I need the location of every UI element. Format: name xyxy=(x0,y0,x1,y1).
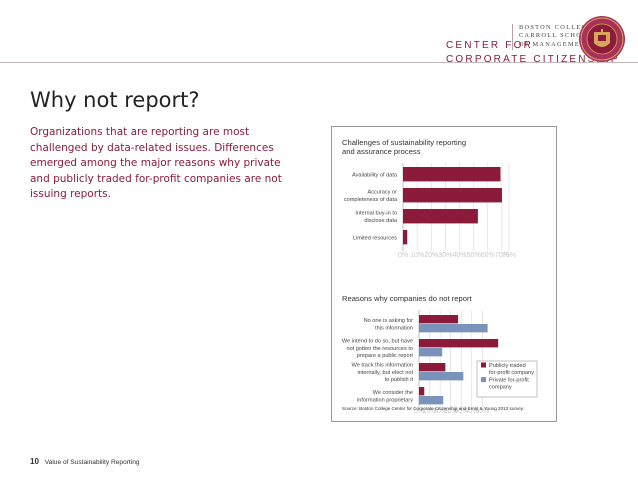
chart-reasons: Reasons why companies do not report 0%10%… xyxy=(342,294,538,415)
legend-box xyxy=(476,360,538,398)
tick-label: 0% xyxy=(398,252,408,259)
bar xyxy=(419,324,488,333)
intro-paragraph: Organizations that are reporting are mos… xyxy=(30,126,282,200)
tick-label: 10% xyxy=(423,408,437,415)
chart-title-line: and assurance process xyxy=(342,147,421,156)
bar xyxy=(419,372,464,381)
legend-label: Private for-profit xyxy=(489,378,529,384)
bar xyxy=(419,387,425,396)
charts-panel: Challenges of sustainability reporting an… xyxy=(331,126,557,422)
category-label: completeness of data xyxy=(344,197,398,203)
bar xyxy=(403,188,502,203)
legend-swatch xyxy=(481,362,486,368)
category-label: We intend to do so, but have xyxy=(342,339,413,345)
tick-label: 60% xyxy=(481,252,495,259)
legend-label: company xyxy=(489,384,512,390)
category-label: We track this information xyxy=(352,363,413,369)
chart-title: Reasons why companies do not report xyxy=(342,294,472,303)
logo-divider xyxy=(512,24,513,50)
bar xyxy=(419,363,446,372)
bar xyxy=(403,209,478,224)
tick-label: 75% xyxy=(502,252,516,259)
bar xyxy=(403,167,501,182)
school-line-2: CARROLL SCHOOL xyxy=(519,32,594,40)
tick-label: 0% xyxy=(414,408,424,415)
school-line-1: BOSTON COLLEGE xyxy=(519,24,593,31)
tick-label: 40% xyxy=(453,252,467,259)
bar xyxy=(419,396,444,405)
tick-label: 40% xyxy=(454,408,468,415)
category-label: this information xyxy=(375,325,413,331)
tick-label: 70% xyxy=(495,252,509,259)
page-number: 10 xyxy=(30,457,39,466)
school-name: BOSTON COLLEGE CARROLL SCHOOL OF MANAGEM… xyxy=(519,24,593,49)
category-label: not gotten the resources to xyxy=(346,346,413,352)
tick-label: 50% xyxy=(465,408,479,415)
category-label: information proprietary xyxy=(357,397,413,403)
category-label: Accuracy or xyxy=(367,190,397,196)
chart-title-line: Reasons why companies do not report xyxy=(342,294,472,303)
charts-svg: Challenges of sustainability reporting an… xyxy=(342,138,538,415)
boston-college-seal-icon xyxy=(579,16,625,62)
bar xyxy=(403,230,408,245)
school-line-3: OF MANAGEMENT xyxy=(519,40,591,48)
category-label: No one is asking for xyxy=(364,318,414,324)
page-footer: 10 Value of Sustainability Reporting xyxy=(30,457,140,466)
legend-label: for-profit company xyxy=(489,370,534,376)
bar xyxy=(419,339,499,348)
category-label: internally, but elect not xyxy=(357,370,413,376)
category-label: Availability of data xyxy=(352,172,398,178)
chart-title: Challenges of sustainability reporting an… xyxy=(342,138,466,156)
chart-title-line: Challenges of sustainability reporting xyxy=(342,138,466,147)
page-title: Why not report? xyxy=(30,88,200,112)
header-divider xyxy=(0,62,638,63)
tick-label: 10% xyxy=(410,252,424,259)
tick-label: 30% xyxy=(438,252,452,259)
tick-label: 30% xyxy=(444,408,458,415)
category-label: prepare a public report xyxy=(357,353,414,359)
bar xyxy=(419,348,443,357)
chart-challenges: Challenges of sustainability reporting an… xyxy=(342,138,516,259)
tick-label: 60% xyxy=(475,408,489,415)
source-note: Source: Boston College Center for Corpor… xyxy=(342,406,524,411)
category-label: to publish it xyxy=(385,377,414,383)
tick-label: 20% xyxy=(424,252,438,259)
footer-text: Value of Sustainability Reporting xyxy=(44,459,140,466)
bar xyxy=(419,315,459,324)
category-label: Internal buy-in to xyxy=(355,211,397,217)
tick-label: 50% xyxy=(467,252,481,259)
center-for-label: CENTER FOR xyxy=(446,40,533,51)
tick-label: 20% xyxy=(433,408,447,415)
category-label: We consider the xyxy=(373,390,413,396)
legend-label: Publicly traded xyxy=(489,363,526,369)
corporate-citizenship-label: CORPORATE CITIZENSHIP xyxy=(446,54,620,65)
legend-swatch xyxy=(481,377,486,383)
category-label: Limited resources xyxy=(353,235,397,241)
category-label: disclose data xyxy=(364,218,398,224)
